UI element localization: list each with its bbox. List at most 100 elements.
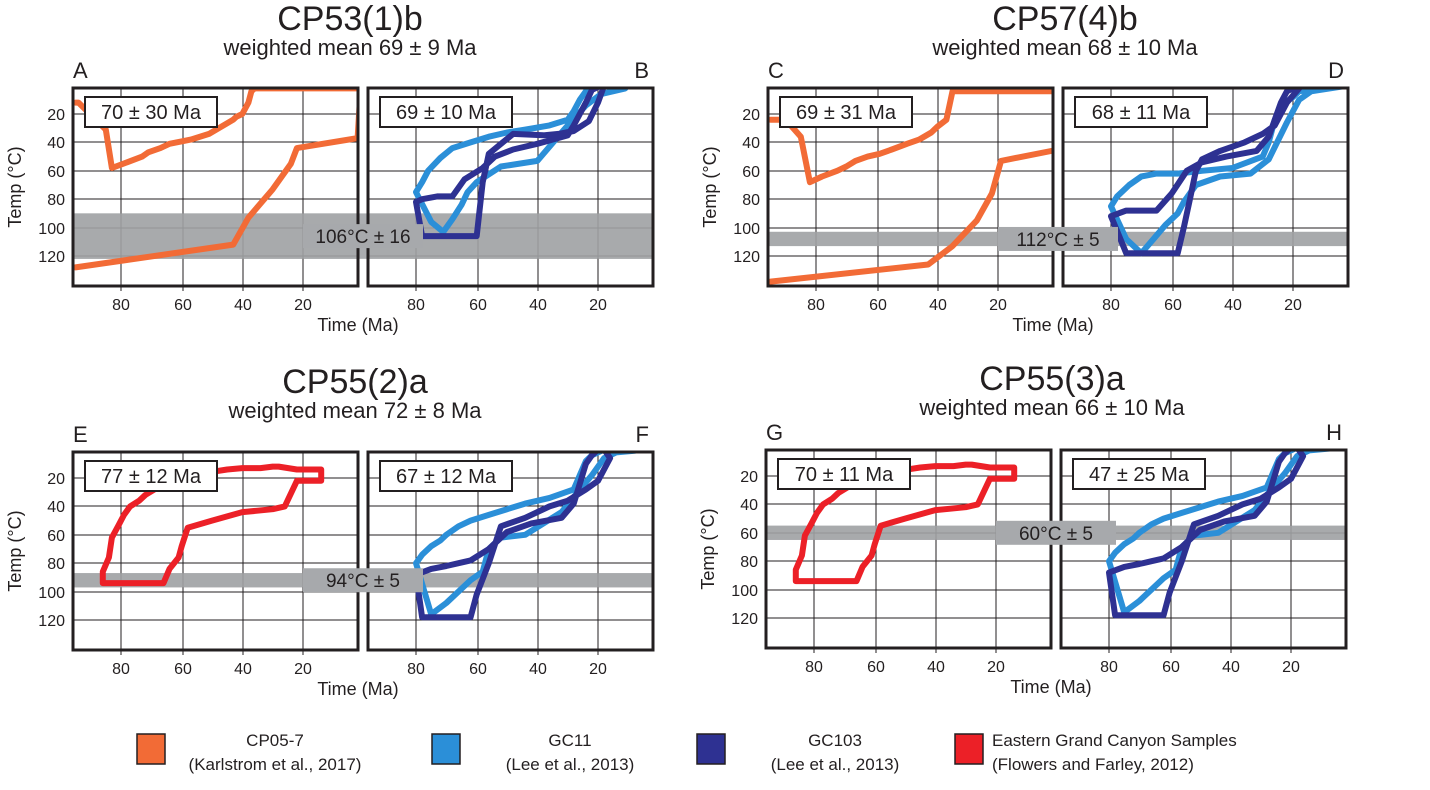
x-tick-label: 20 bbox=[1282, 659, 1300, 676]
x-tick-label: 60 bbox=[869, 297, 887, 314]
series-group bbox=[1106, 450, 1342, 619]
panel-letter: B bbox=[634, 58, 649, 83]
series-line-eastern-grand-canyon-samples bbox=[99, 463, 325, 587]
chart-subtitle: weighted mean 68 ± 10 Ma bbox=[931, 35, 1198, 60]
age-label: 68 ± 11 Ma bbox=[1074, 96, 1208, 128]
legend-name: Eastern Grand Canyon Samples bbox=[992, 731, 1237, 750]
legend-ref: (Lee et al., 2013) bbox=[506, 755, 635, 774]
x-tick-label: 80 bbox=[1100, 659, 1118, 676]
age-label-text: 68 ± 11 Ma bbox=[1092, 102, 1191, 124]
x-tick-label: 20 bbox=[1284, 297, 1302, 314]
x-tick-label: 20 bbox=[589, 661, 607, 678]
y-axis-label: Temp (°C) bbox=[700, 146, 720, 227]
age-label: 69 ± 10 Ma bbox=[379, 96, 513, 128]
x-tick-label: 20 bbox=[589, 297, 607, 314]
x-tick-label: 20 bbox=[294, 661, 312, 678]
x-tick-label: 40 bbox=[529, 297, 547, 314]
band-label-bg bbox=[998, 226, 1118, 251]
age-label-box bbox=[379, 460, 513, 492]
legend-item: Eastern Grand Canyon Samples (Flowers and… bbox=[954, 731, 1237, 774]
chart-subtitle: weighted mean 69 ± 9 Ma bbox=[223, 35, 478, 60]
band-fill bbox=[766, 525, 1051, 540]
legend-ref: (Flowers and Farley, 2012) bbox=[992, 755, 1194, 774]
age-label: 47 ± 25 Ma bbox=[1072, 458, 1206, 490]
age-label-text: 69 ± 10 Ma bbox=[396, 102, 497, 124]
y-tick-label: 20 bbox=[740, 469, 758, 486]
age-label: 70 ± 30 Ma bbox=[84, 96, 218, 128]
y-tick-label: 80 bbox=[740, 554, 758, 571]
x-axis-label: Time (Ma) bbox=[317, 679, 398, 699]
x-tick-label: 40 bbox=[929, 297, 947, 314]
panel-frame bbox=[71, 86, 360, 288]
y-tick-label: 40 bbox=[47, 499, 65, 516]
x-tick-label: 80 bbox=[1102, 297, 1120, 314]
x-axis-label: Time (Ma) bbox=[1010, 677, 1091, 697]
age-label-box bbox=[84, 96, 218, 128]
series-group bbox=[792, 461, 1018, 585]
legend-swatch bbox=[136, 733, 166, 765]
x-tick-label: 80 bbox=[112, 297, 130, 314]
age-label: 70 ± 11 Ma bbox=[777, 458, 911, 490]
panel-frame bbox=[366, 86, 655, 288]
panel-c: C 69 ± 31 Ma 80 60 40 20 bbox=[766, 58, 1055, 314]
age-label-text: 70 ± 30 Ma bbox=[101, 102, 202, 124]
age-label-box bbox=[379, 96, 513, 128]
x-tick-label: 20 bbox=[987, 659, 1005, 676]
legend-ref: (Karlstrom et al., 2017) bbox=[189, 755, 362, 774]
x-tick-label: 20 bbox=[294, 297, 312, 314]
age-label-box bbox=[779, 96, 913, 128]
y-tick-label: 120 bbox=[38, 249, 65, 266]
y-axis-label: Temp (°C) bbox=[5, 510, 25, 591]
panel-frame bbox=[1061, 86, 1350, 288]
panel-d: D 68 ± 11 Ma 80 60 40 20 bbox=[1061, 58, 1350, 314]
age-label-text: 67 ± 12 Ma bbox=[396, 466, 497, 488]
y-tick-label: 100 bbox=[38, 221, 65, 238]
x-tick-label: 60 bbox=[867, 659, 885, 676]
y-tick-label: 80 bbox=[47, 192, 65, 209]
series-group bbox=[768, 88, 1053, 285]
x-tick-label: 40 bbox=[529, 661, 547, 678]
x-tick-label: 40 bbox=[1224, 297, 1242, 314]
legend-item: GC11 (Lee et al., 2013) bbox=[431, 731, 635, 774]
x-tick-label: 40 bbox=[234, 661, 252, 678]
chart-title: CP55(2)a bbox=[282, 363, 428, 401]
y-tick-label: 20 bbox=[742, 107, 760, 124]
y-tick-label: 60 bbox=[47, 528, 65, 545]
y-tick-label: 60 bbox=[740, 526, 758, 543]
chart-title: CP53(1)b bbox=[277, 0, 423, 38]
legend-item: CP05-7 (Karlstrom et al., 2017) bbox=[136, 731, 362, 774]
series-line-gc103 bbox=[413, 452, 614, 621]
chart-subtitle: weighted mean 72 ± 8 Ma bbox=[228, 398, 483, 423]
band-fill bbox=[768, 231, 1053, 247]
x-tick-label: 80 bbox=[112, 661, 130, 678]
panel-h: H 47 ± 25 Ma 80 60 40 20 bbox=[1059, 420, 1348, 676]
panel-letter: D bbox=[1328, 58, 1344, 83]
panel-frame bbox=[766, 86, 1055, 288]
x-tick-label: 40 bbox=[927, 659, 945, 676]
age-label-box bbox=[84, 460, 218, 492]
y-tick-label: 120 bbox=[731, 611, 758, 628]
x-axis-label: Time (Ma) bbox=[1012, 315, 1093, 335]
chart-subtitle: weighted mean 66 ± 10 Ma bbox=[918, 395, 1185, 420]
x-tick-label: 80 bbox=[407, 297, 425, 314]
x-tick-label: 80 bbox=[807, 297, 825, 314]
y-tick-label: 20 bbox=[47, 471, 65, 488]
y-tick-label: 20 bbox=[47, 107, 65, 124]
y-tick-label: 80 bbox=[742, 192, 760, 209]
legend-swatch bbox=[696, 733, 726, 765]
y-tick-label: 100 bbox=[731, 583, 758, 600]
series-line-eastern-grand-canyon-samples bbox=[792, 461, 1018, 585]
series-line-gc103 bbox=[413, 88, 607, 240]
band-label-bg bbox=[996, 520, 1116, 545]
series-line-gc11 bbox=[413, 452, 649, 618]
x-tick-label: 60 bbox=[1162, 659, 1180, 676]
y-tick-label: 40 bbox=[740, 497, 758, 514]
age-label-text: 47 ± 25 Ma bbox=[1089, 464, 1190, 486]
series-line-gc11 bbox=[413, 88, 629, 235]
panel-letter: G bbox=[766, 420, 783, 445]
panel-letter: H bbox=[1326, 420, 1342, 445]
series-group bbox=[413, 88, 629, 240]
band-fill bbox=[368, 573, 653, 588]
